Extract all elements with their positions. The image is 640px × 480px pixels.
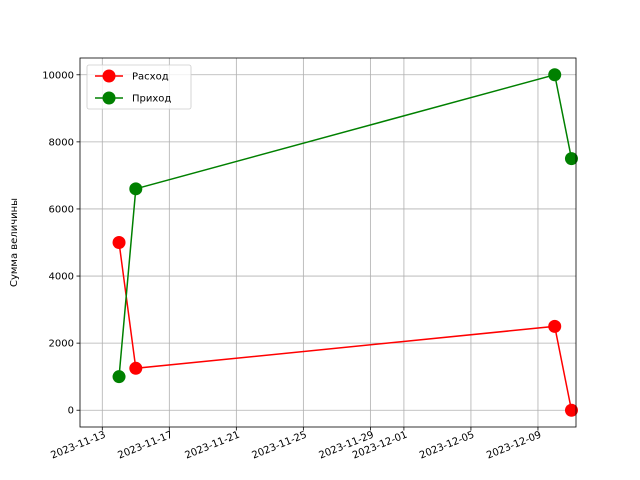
y-tick-label: 0 [68,406,74,417]
x-tick-label: 2023-11-21 [183,430,241,462]
series-line [118,242,573,411]
data-point [564,152,578,166]
data-point [548,68,562,82]
data-point [112,370,126,384]
x-tick-label: 2023-12-09 [485,430,543,462]
grid [80,58,576,427]
y-tick-label: 4000 [49,272,74,283]
legend: Расход Приход [86,64,192,110]
y-tick-label: 10000 [42,70,74,81]
data-point [112,236,126,249]
x-tick-label: 2023-11-13 [49,430,107,462]
legend-label: Расход [132,72,169,83]
series-1 [112,236,578,417]
series-2 [112,68,578,384]
legend-entry: Приход [95,91,171,105]
series-line [118,73,573,377]
plot-frame [79,57,577,428]
x-tick-label: 2023-11-17 [116,430,174,462]
legend-entry: Расход [95,69,169,83]
x-tick-label: 2023-12-05 [418,430,476,462]
data-point [129,182,143,196]
data-point [548,319,562,333]
y-tick-label: 6000 [49,204,74,215]
y-tick-label: 8000 [49,137,74,148]
data-point [129,361,143,375]
legend-marker [102,69,116,83]
y-tick-label: 2000 [49,339,74,350]
legend-label: Приход [132,94,171,105]
series-layer [112,68,578,417]
legend-marker [102,91,116,105]
y-axis-label: Сумма величины [9,198,20,287]
x-tick-label: 2023-11-25 [250,430,308,462]
x-axis: 2023-11-13 2023-11-17 2023-11-21 2023-11-25… [49,427,543,462]
data-point [564,403,578,417]
y-axis: 0 2000 4000 6000 8000 10000 [42,70,80,417]
